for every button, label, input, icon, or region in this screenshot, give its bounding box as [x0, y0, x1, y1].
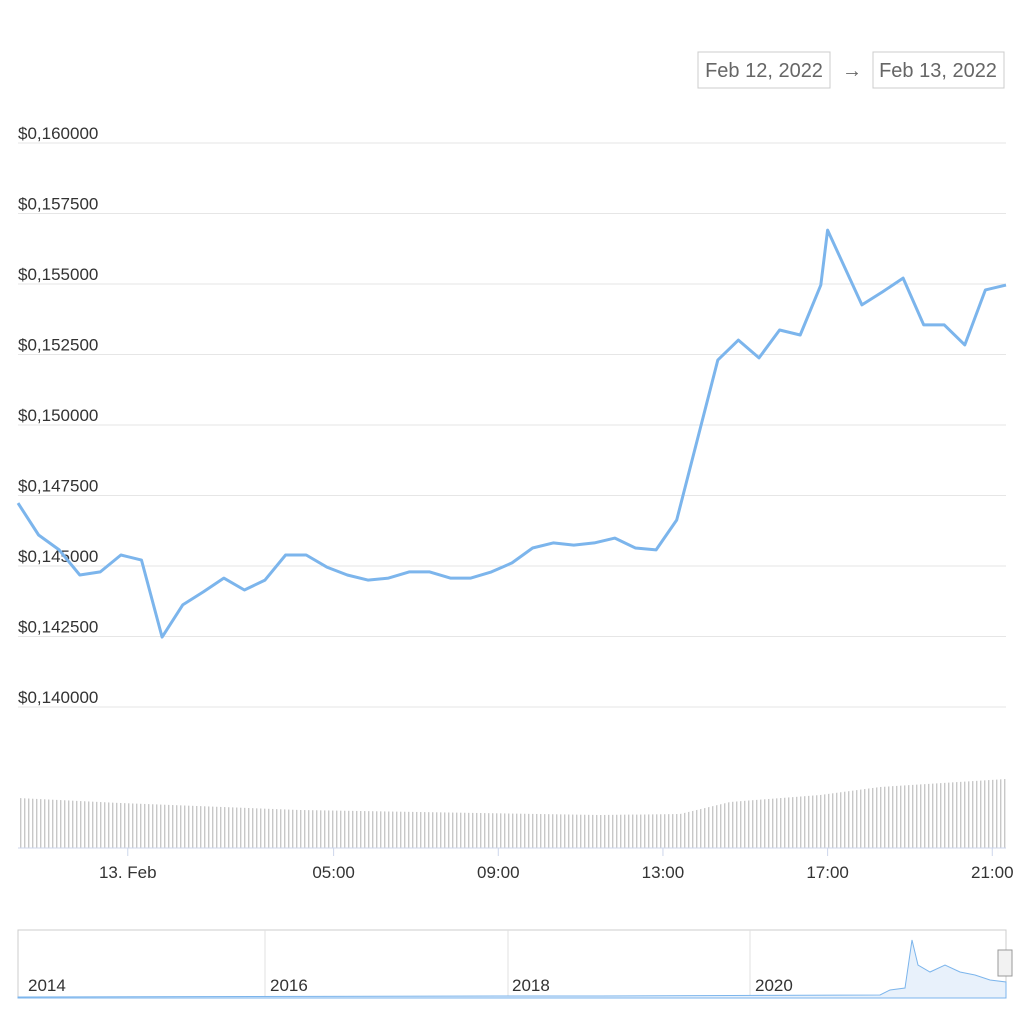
navigator-handle[interactable]: [997, 949, 1013, 977]
y-tick-label: $0,155000: [18, 265, 98, 284]
range-separator: →: [842, 60, 862, 82]
x-tick-label: 09:00: [477, 863, 520, 882]
x-tick-label: 13. Feb: [99, 863, 157, 882]
range-from-box[interactable]: [697, 51, 831, 89]
y-tick-label: $0,142500: [18, 618, 98, 637]
x-tick-label: 17:00: [806, 863, 849, 882]
y-tick-label: $0,160000: [18, 124, 98, 143]
range-to-box[interactable]: [872, 51, 1005, 89]
navigator-label: 2016: [270, 976, 308, 995]
x-tick-label: 13:00: [642, 863, 685, 882]
x-tick-label: 05:00: [312, 863, 355, 882]
y-tick-label: $0,140000: [18, 688, 98, 707]
range-from[interactable]: Feb 12, 2022: [705, 60, 823, 82]
range-to[interactable]: Feb 13, 2022: [879, 60, 997, 82]
navigator-series: [17, 939, 1007, 999]
price-line: [16, 228, 1007, 639]
navigator-label: 2014: [28, 976, 66, 995]
y-tick-label: $0,147500: [18, 477, 98, 496]
x-tick-label: 21:00: [971, 863, 1014, 882]
navigator-label: 2020: [755, 976, 793, 995]
y-tick-label: $0,157500: [18, 195, 98, 214]
volume-bars: [18, 779, 1006, 848]
y-tick-label: $0,152500: [18, 336, 98, 355]
y-tick-label: $0,150000: [18, 406, 98, 425]
y-tick-label: $0,145000: [18, 547, 98, 566]
navigator-label: 2018: [512, 976, 550, 995]
